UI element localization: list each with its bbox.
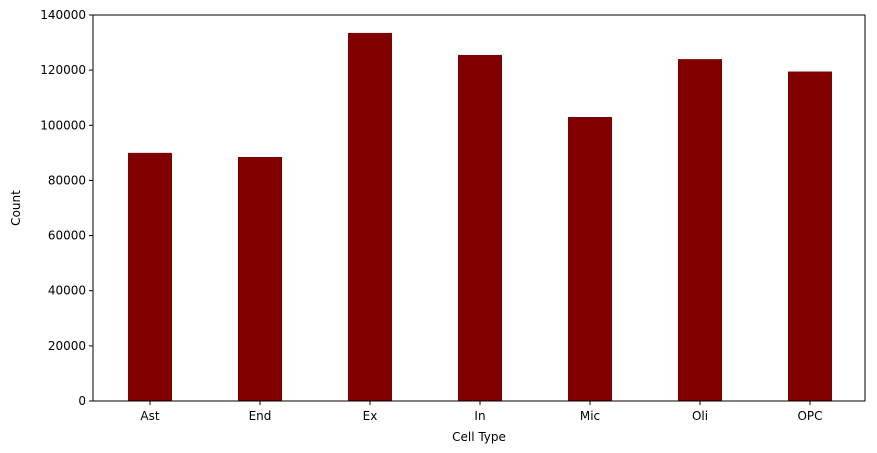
bar-in (458, 54, 502, 401)
plot-frame (92, 14, 866, 402)
x-tick-label: End (249, 409, 272, 423)
bar-oli (678, 59, 722, 401)
x-axis-label: Cell Type (452, 430, 506, 444)
y-tick-label: 120000 (40, 63, 86, 77)
bar-end (238, 156, 282, 401)
x-tick-label: OPC (797, 409, 822, 423)
y-tick-label: 140000 (40, 8, 86, 22)
x-tick-label: Ex (363, 409, 378, 423)
bar-ex (348, 32, 392, 402)
x-tick-label: In (474, 409, 485, 423)
x-tick-label: Mic (580, 409, 600, 423)
y-tick-label: 20000 (48, 339, 86, 353)
y-axis-label: Count (9, 190, 23, 226)
x-tick-label: Ast (140, 409, 159, 423)
x-axis-ticks: Ast End Ex In Mic Oli OPC (140, 401, 823, 423)
bars-group (128, 32, 832, 402)
y-tick-label: 100000 (40, 118, 86, 132)
bar-ast (128, 152, 172, 401)
y-tick-label: 80000 (48, 173, 86, 187)
bar-mic (568, 117, 612, 401)
y-tick-label: 40000 (48, 284, 86, 298)
y-tick-label: 60000 (48, 229, 86, 243)
y-axis-ticks: 0 20000 40000 60000 80000 100000 120000 140000 (40, 8, 93, 408)
bar-opc (788, 71, 832, 402)
x-tick-label: Oli (692, 409, 708, 423)
y-tick-label: 0 (78, 394, 86, 408)
